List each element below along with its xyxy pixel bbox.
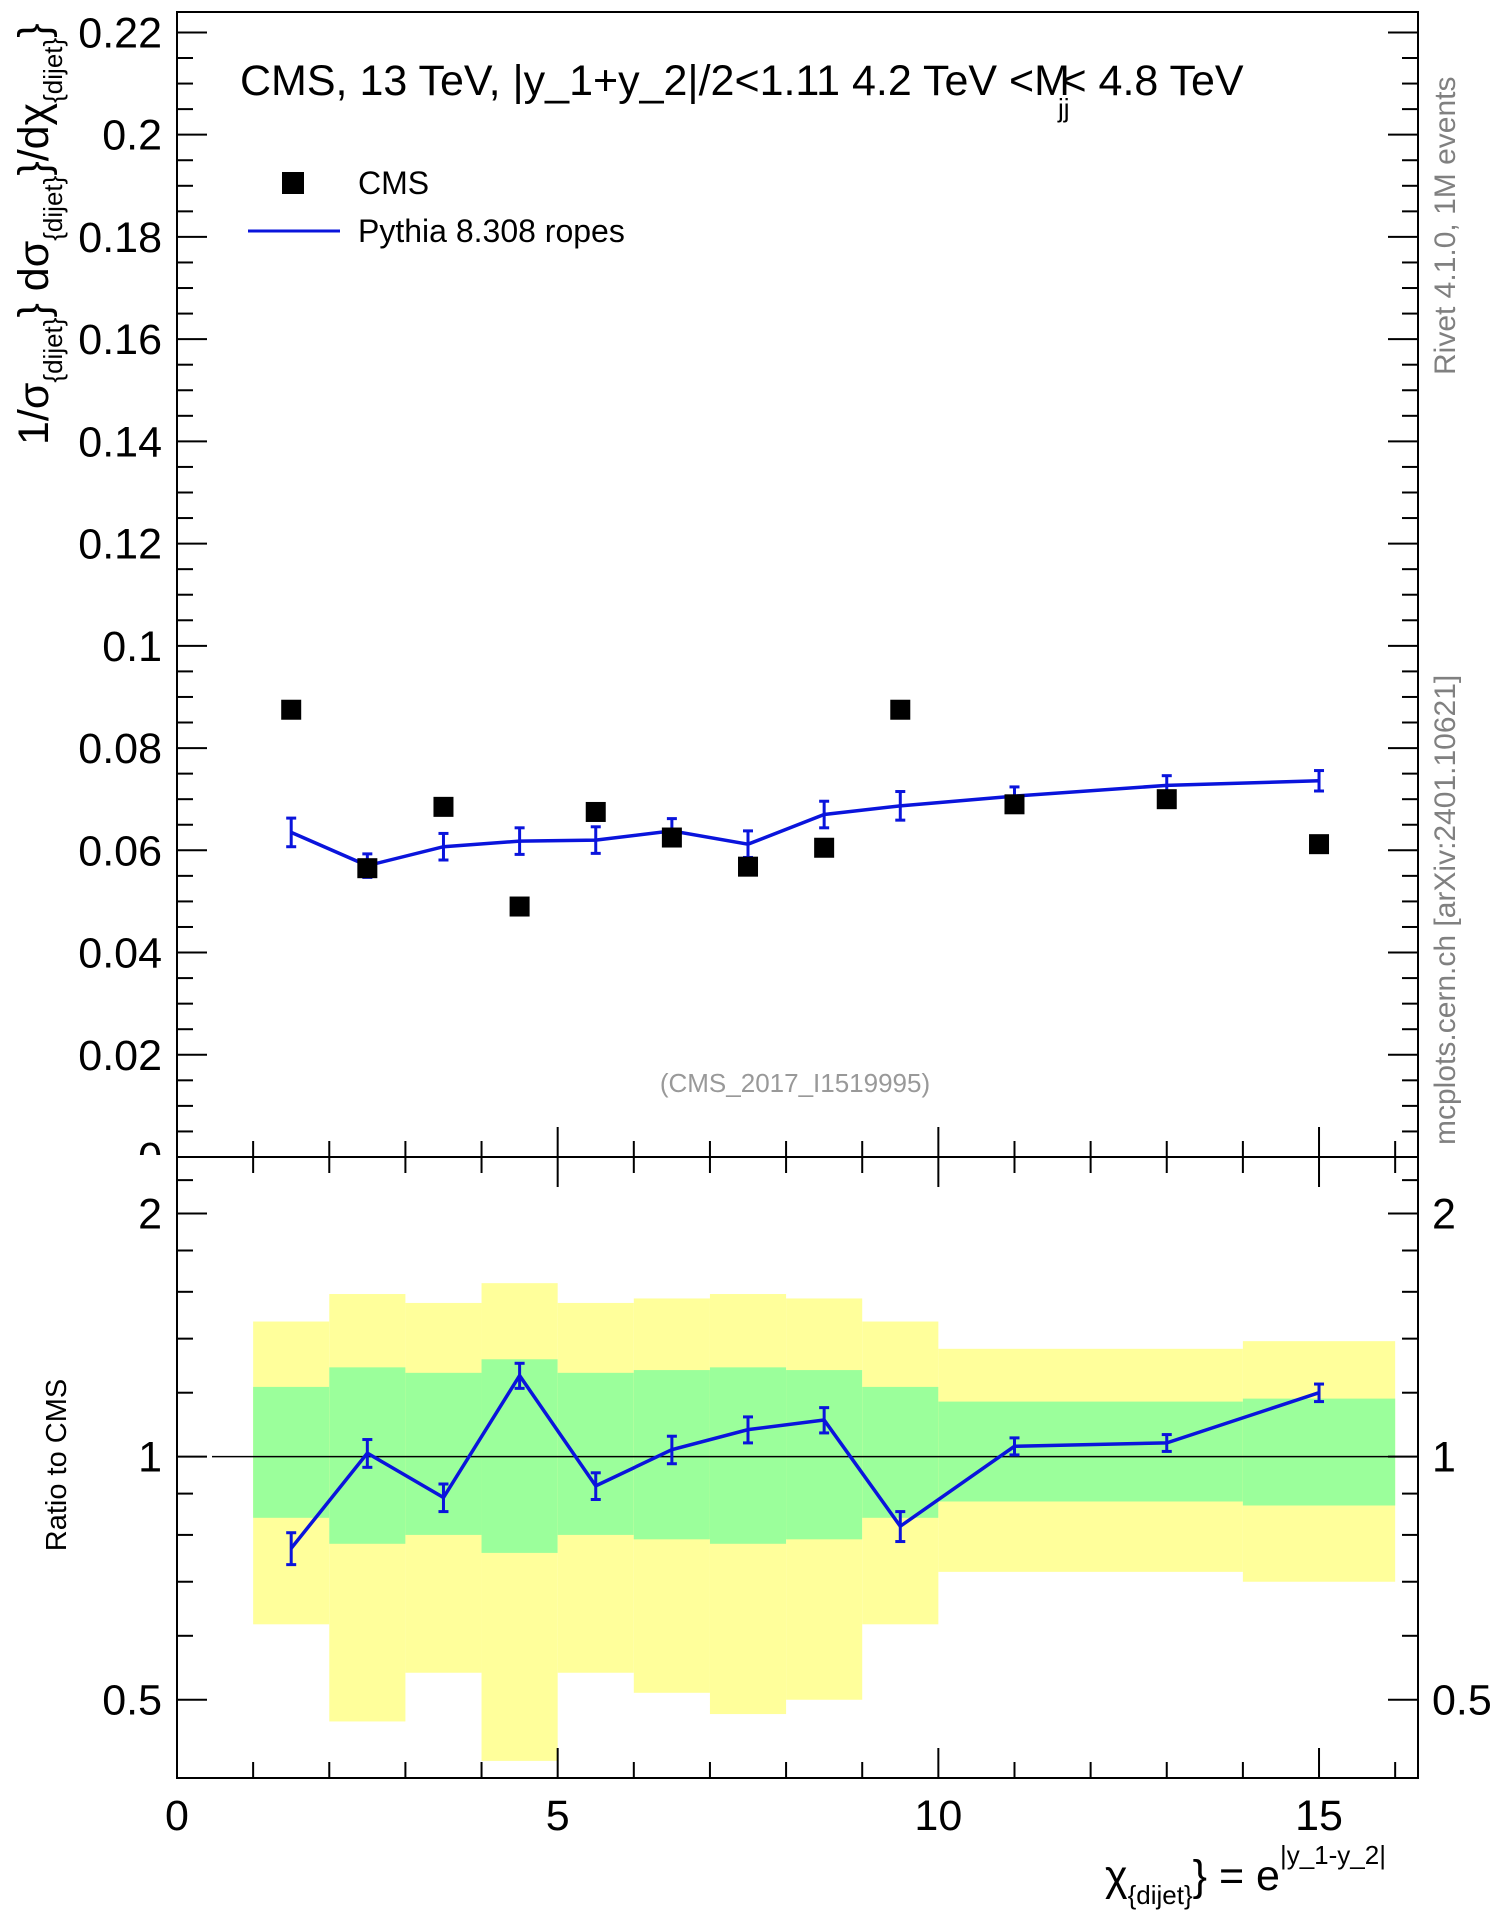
legend-pythia-label: Pythia 8.308 ropes — [358, 213, 625, 249]
ratio-band-inner-0 — [253, 1386, 330, 1518]
main-y-tick-label: 0.12 — [78, 521, 162, 569]
legend-cms-marker — [282, 172, 304, 194]
cms-data-point — [738, 856, 759, 877]
x-tick-label: 0 — [165, 1792, 189, 1840]
xlabel-eq: } = e — [1193, 1852, 1280, 1900]
ratio-panel-axes: 0 5 10 15 0.5 0.5 1 1 2 2 — [102, 1156, 1492, 1840]
rivet-version-label: Rivet 4.1.0, 1M events — [1429, 77, 1462, 375]
pythia-errorbar — [514, 826, 525, 856]
ylabel-part-b-sub: {dijet} — [38, 175, 68, 240]
pythia-errorbar — [1314, 769, 1325, 793]
ylabel-part-a-sub: {dijet} — [38, 317, 68, 382]
ratio-y-tick-label-left: 2 — [138, 1191, 162, 1239]
ratio-band-inner-8 — [862, 1386, 939, 1518]
x-tick-label: 15 — [1295, 1792, 1343, 1840]
pythia-errorbar — [590, 825, 601, 855]
main-y-tick-label: 0.2 — [102, 112, 162, 160]
cms-data-point — [357, 858, 378, 879]
ratio-y-tick-label-left: 0.5 — [102, 1677, 162, 1725]
ratio-band-inner-10 — [1242, 1398, 1396, 1506]
ratio-band-inner-4 — [557, 1372, 634, 1535]
ratio-y-tick-label-right: 0.5 — [1432, 1677, 1492, 1725]
pythia-errorbar — [286, 816, 297, 849]
ratio-pythia-errorbar — [1009, 1436, 1020, 1457]
ratio-panel-series — [286, 1361, 1325, 1567]
ratio-y-tick-label-left: 1 — [138, 1434, 162, 1482]
ylabel-part-c-sub: {dijet} — [38, 37, 68, 102]
main-y-tick-label: 0.1 — [102, 623, 162, 671]
cms-data-point — [509, 896, 530, 917]
ratio-y-tick-label-right: 1 — [1432, 1434, 1456, 1482]
main-y-tick-label: 0.04 — [78, 930, 162, 978]
ratio-band-inner-6 — [709, 1367, 787, 1544]
chart-title-subscript: jj — [1057, 93, 1070, 123]
legend: CMS Pythia 8.308 ropes — [248, 165, 625, 249]
cms-data-point — [661, 827, 682, 848]
main-y-tick-label: 0.08 — [78, 725, 162, 773]
ratio-pythia-errorbar — [362, 1438, 373, 1469]
ratio-panel-frame — [176, 1156, 1419, 1779]
ratio-band-inner-9 — [938, 1401, 1243, 1502]
main-y-tick-label: 0.02 — [78, 1032, 162, 1080]
ylabel-part-c: }/dχ — [10, 102, 58, 175]
main-y-tick-label: 0.18 — [78, 214, 162, 262]
ratio-pythia-errorbar — [819, 1406, 830, 1435]
mcplots-label: mcplots.cern.ch [arXiv:2401.10621] — [1429, 675, 1462, 1145]
chart-title-main: CMS, 13 TeV, |y_1+y_2|/2<1.11 4.2 TeV <M — [240, 57, 1070, 105]
main-panel-series — [281, 699, 1330, 917]
ratio-y-axis-label: Ratio to CMS — [41, 1379, 73, 1551]
main-y-tick-label: 0.06 — [78, 827, 162, 875]
main-y-tick-label: 0.14 — [78, 418, 162, 466]
ratio-y-tick-label-right: 2 — [1432, 1191, 1456, 1239]
cms-data-point — [281, 699, 302, 720]
ratio-uncertainty-bands — [253, 1283, 1396, 1761]
ratio-pythia-errorbar — [438, 1482, 449, 1514]
pythia-errorbar — [438, 831, 449, 862]
ratio-pythia-errorbar — [666, 1434, 677, 1466]
main-y-axis-label: 1/σ{dijet}} dσ{dijet}}/dχ{dijet}} — [10, 23, 68, 445]
pythia-errorbar — [819, 799, 830, 830]
cms-data-point — [890, 699, 911, 720]
legend-cms-label: CMS — [358, 165, 429, 201]
main-y-zero-label: 0 — [138, 1134, 162, 1182]
cms-data-point — [585, 801, 606, 822]
ratio-pythia-errorbar — [1161, 1433, 1172, 1453]
ylabel-part-b: } dσ — [10, 241, 58, 318]
cms-data-point — [814, 837, 835, 858]
main-panel-axes: 0.02 0.04 0.06 0.08 0.1 0.12 0.14 0.16 0.18 0.2 0.… — [78, 9, 1419, 1182]
ratio-pythia-errorbar — [590, 1471, 601, 1501]
xlabel-chi: χ — [1105, 1852, 1128, 1900]
analysis-annotation: (CMS_2017_I1519995) — [660, 1068, 930, 1098]
ratio-pythia-errorbar — [743, 1415, 754, 1445]
main-y-tick-label: 0.22 — [78, 9, 162, 57]
cms-data-point — [1004, 794, 1025, 815]
ylabel-part-a: 1/σ — [10, 383, 58, 445]
ratio-pythia-errorbar — [1314, 1382, 1325, 1404]
pythia-line — [290, 779, 1320, 868]
xlabel-exponent: |y_1-y_2| — [1280, 1840, 1386, 1870]
x-axis-label: χ{dijet}} = e|y_1-y_2| — [1105, 1840, 1386, 1910]
cms-data-point — [1309, 834, 1330, 855]
chart-title: CMS, 13 TeV, |y_1+y_2|/2<1.11 4.2 TeV <M… — [240, 57, 1244, 123]
ratio-pythia-errorbar — [514, 1361, 525, 1390]
ylabel-part-d: } — [10, 23, 58, 37]
cms-data-point — [433, 796, 454, 817]
chart-title-suffix: < 4.8 TeV — [1062, 57, 1244, 105]
ratio-pythia-line — [289, 1372, 1320, 1550]
x-tick-label: 5 — [546, 1792, 570, 1840]
xlabel-chi-sub: {dijet} — [1128, 1880, 1193, 1910]
cms-data-point — [1156, 789, 1177, 810]
ratio-pythia-errorbar — [895, 1510, 906, 1544]
ratio-pythia-errorbar — [286, 1531, 297, 1567]
x-tick-label: 10 — [914, 1792, 962, 1840]
main-y-tick-label: 0.16 — [78, 316, 162, 364]
pythia-errorbar — [895, 790, 906, 822]
